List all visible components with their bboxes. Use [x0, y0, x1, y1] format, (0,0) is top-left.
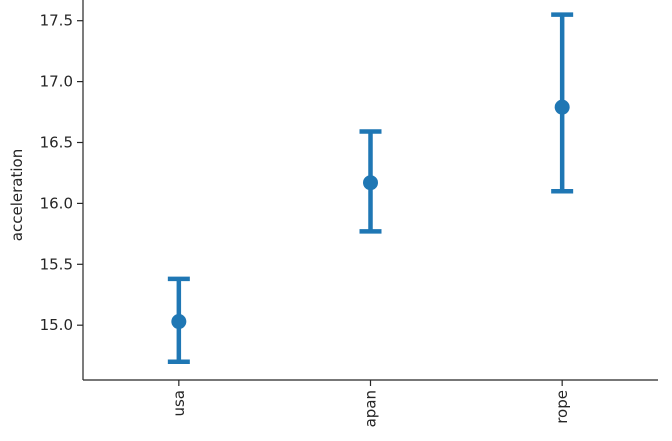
point-japan	[363, 175, 378, 191]
point-europe	[554, 99, 570, 115]
x-tick-label: usa	[170, 390, 188, 417]
point-usa	[171, 314, 187, 330]
y-tick-label: 16.5	[40, 134, 73, 152]
y-tick-label: 15.5	[40, 255, 73, 273]
y-tick-label: 17.5	[40, 12, 73, 30]
y-tick-label: 15.0	[40, 316, 73, 334]
data-marks	[167, 12, 574, 364]
y-tick-label: 16.0	[40, 194, 73, 212]
x-ticks: usa apan rope	[170, 380, 571, 427]
y-tick-label: 17.0	[40, 73, 73, 91]
x-tick-label: apan	[362, 390, 380, 427]
y-ticks: 15.0 15.5 16.0 16.5 17.0 17.5	[40, 12, 83, 334]
y-axis-label: acceleration	[8, 149, 26, 241]
x-tick-label: rope	[553, 390, 571, 424]
